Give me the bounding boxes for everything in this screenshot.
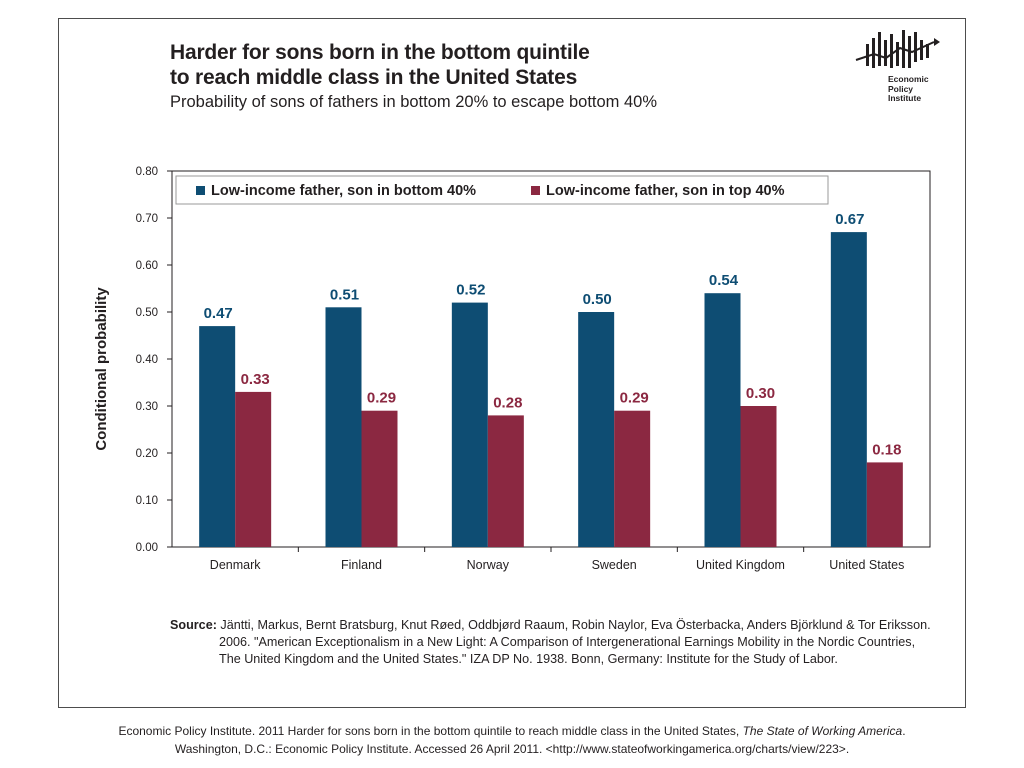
y-tick-label: 0.00 <box>136 542 158 554</box>
data-label: 0.30 <box>746 385 775 402</box>
y-tick-label: 0.20 <box>136 448 158 460</box>
legend-box <box>175 175 829 205</box>
data-label: 0.52 <box>456 282 485 299</box>
legend-label: Low-income father, son in top 40% <box>546 183 785 199</box>
data-label: 0.33 <box>241 371 270 388</box>
y-tick-label: 0.60 <box>136 260 158 272</box>
x-tick-label: United States <box>829 558 904 572</box>
citation-italic: The State of Working America <box>742 724 903 738</box>
x-tick-label: United Kingdom <box>696 558 785 572</box>
epi-bar-logo-icon <box>855 30 940 68</box>
data-label: 0.47 <box>204 305 233 322</box>
logo-wordmark: Economic Policy Institute <box>888 74 929 104</box>
x-tick-label: Sweden <box>592 558 637 572</box>
logo-text-line-3: Institute <box>888 93 922 103</box>
bar-bottom-40 <box>830 232 867 547</box>
citation-text-1: Economic Policy Institute. 2011 Harder f… <box>118 724 743 738</box>
legend-swatch <box>531 186 540 195</box>
data-label: 0.29 <box>620 390 649 407</box>
data-label: 0.18 <box>872 441 901 458</box>
bar-bottom-40 <box>578 312 615 547</box>
x-tick-label: Finland <box>341 558 382 572</box>
bar-top-40 <box>361 410 398 547</box>
chart-subtitle: Probability of sons of fathers in bottom… <box>170 93 658 111</box>
logo-text-line-2: Policy <box>888 83 914 94</box>
plot-area-border <box>171 170 931 548</box>
x-tick-label: Norway <box>467 558 510 572</box>
data-label: 0.67 <box>835 211 864 228</box>
source-line-2: 2006. "American Exceptionalism in a New … <box>219 635 916 649</box>
y-tick-label: 0.80 <box>136 166 158 178</box>
y-tick-label: 0.10 <box>136 495 158 507</box>
y-tick-label: 0.70 <box>136 213 158 225</box>
data-label: 0.50 <box>583 291 612 308</box>
data-label: 0.54 <box>709 272 739 289</box>
legend-label: Low-income father, son in bottom 40% <box>211 183 476 199</box>
data-label: 0.28 <box>493 394 522 411</box>
chart-title-line-2: to reach middle class in the United Stat… <box>170 66 578 89</box>
chart-title-line-1: Harder for sons born in the bottom quint… <box>170 41 590 64</box>
y-tick-label: 0.30 <box>136 401 158 413</box>
y-axis-title: Conditional probability <box>93 287 110 451</box>
citation-line-2: Washington, D.C.: Economic Policy Instit… <box>174 742 850 756</box>
source-line-1: Jäntti, Markus, Bernt Bratsburg, Knut Rø… <box>220 618 931 632</box>
logo-text-line-1: Economic <box>888 74 929 84</box>
bar-bottom-40 <box>199 326 236 547</box>
data-label: 0.29 <box>367 390 396 407</box>
source-label: Source: <box>170 618 217 632</box>
bar-top-40 <box>866 462 903 547</box>
bar-top-40 <box>740 406 777 547</box>
bar-bottom-40 <box>704 293 741 547</box>
y-tick-label: 0.50 <box>136 307 158 319</box>
y-tick-label: 0.40 <box>136 354 158 366</box>
bar-top-40 <box>235 391 272 547</box>
citation: Economic Policy Institute. 2011 Harder f… <box>0 722 1024 758</box>
legend-swatch <box>196 186 205 195</box>
bar-top-40 <box>487 415 524 547</box>
data-label: 0.51 <box>330 286 359 303</box>
bar-top-40 <box>614 410 651 547</box>
bar-bottom-40 <box>451 302 488 547</box>
source-note: Source: Jäntti, Markus, Bernt Bratsburg,… <box>170 617 950 668</box>
source-line-3: The United Kingdom and the United States… <box>219 652 838 666</box>
x-tick-label: Denmark <box>210 558 261 572</box>
citation-text-2: . <box>902 724 906 738</box>
bar-bottom-40 <box>325 307 362 547</box>
